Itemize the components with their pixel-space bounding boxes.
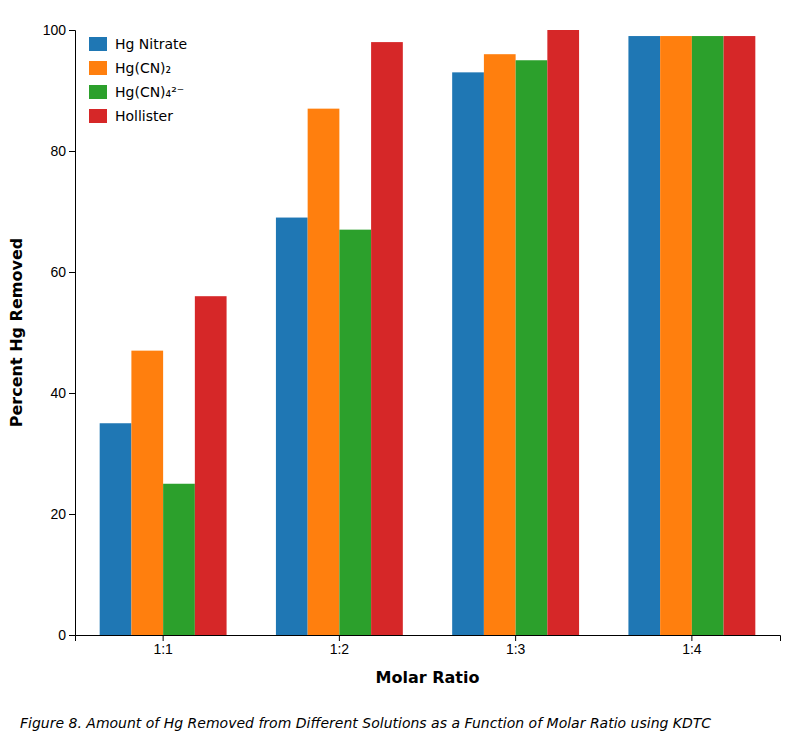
tick-label: 1:1 [153,641,173,657]
tick: 100 [43,22,75,38]
series [163,36,723,635]
legend-label: Hollister [115,108,173,124]
tick-mark [69,272,75,273]
bars [100,30,756,635]
y-axis: 0 20 40 60 80 100 [43,22,76,643]
tick-label: 1:2 [330,641,350,657]
bar [660,36,692,635]
bar [371,42,403,635]
chart: 1:1 1:2 1:3 1:4 0 20 40 60 80 100 Hg Nitrate Hg(CN)… [0,0,800,750]
bar [628,36,660,635]
bar [724,36,756,635]
bar [308,109,340,635]
tick: 1:2 [330,635,350,657]
y-axis-title: Percent Hg Removed [7,238,26,427]
tick: 80 [50,143,75,159]
tick-label: 1:3 [506,641,526,657]
series [195,30,755,635]
tick-label: 100 [43,22,67,38]
bar [195,296,227,635]
legend: Hg Nitrate Hg(CN)₂ Hg(CN)₄²⁻ Hollister [89,36,187,124]
bar [452,72,484,635]
plot: 1:1 1:2 1:3 1:4 0 20 40 60 80 100 Hg Nitrate Hg(CN)… [43,22,781,657]
tick-mark [69,393,75,394]
bar [484,54,516,635]
legend-label: Hg Nitrate [115,36,187,52]
tick-label: 0 [58,627,66,643]
legend-item: Hg Nitrate [89,36,187,52]
bar [339,230,371,635]
bar [276,218,308,635]
tick-label: 20 [50,506,66,522]
bar [100,423,132,635]
bar [516,60,548,635]
legend-item: Hollister [89,108,173,124]
legend-item: Hg(CN)₂ [89,60,171,76]
legend-label: Hg(CN)₄²⁻ [115,84,184,100]
bar [131,351,163,635]
axis-line [69,31,76,636]
tick-mark [69,151,75,152]
legend-swatch [89,61,107,75]
x-axis-title: Molar Ratio [376,668,480,687]
legend-item: Hg(CN)₄²⁻ [89,84,184,100]
series [131,36,691,635]
tick-label: 1:4 [682,641,702,657]
legend-swatch [89,85,107,99]
tick: 0 [58,627,75,643]
tick-label: 40 [50,385,66,401]
x-axis: 1:1 1:2 1:3 1:4 [76,635,781,657]
bar [163,484,195,635]
tick: 60 [50,264,75,280]
tick: 40 [50,385,75,401]
tick-label: 80 [50,143,66,159]
tick: 1:1 [153,635,173,657]
bar [692,36,724,635]
bar [547,30,579,635]
title: Figure 8. Amount of Hg Removed from Diff… [20,715,711,731]
tick: 1:3 [506,635,526,657]
tick-label: 60 [50,264,66,280]
legend-swatch [89,109,107,123]
tick-mark [69,635,75,636]
tick: 1:4 [682,635,702,657]
tick: 20 [50,506,75,522]
legend-swatch [89,37,107,51]
axis-line [76,636,781,642]
legend-label: Hg(CN)₂ [115,60,171,76]
tick-mark [69,514,75,515]
tick-mark [69,30,75,31]
